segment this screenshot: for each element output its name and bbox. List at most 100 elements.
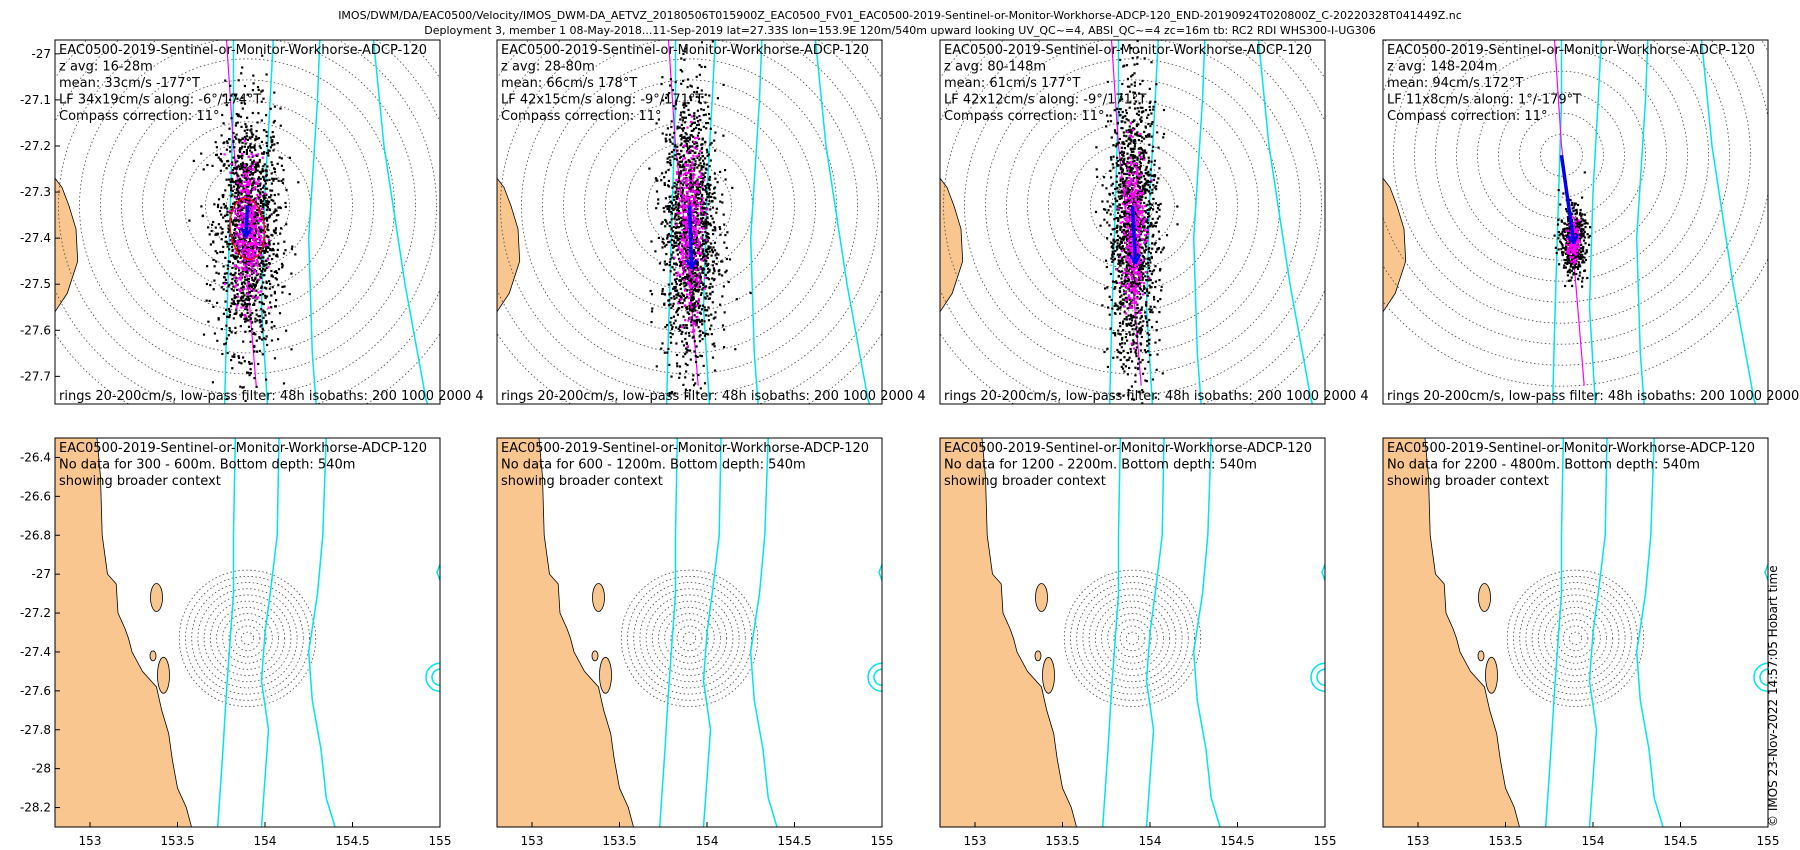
scatter-point	[248, 136, 251, 139]
scatter-point	[665, 96, 668, 99]
scatter-point	[240, 167, 243, 170]
scatter-point	[699, 354, 702, 357]
scatter-point	[705, 168, 708, 171]
scatter-point	[1141, 195, 1144, 198]
lowpass-point	[694, 228, 697, 231]
lowpass-point	[691, 213, 694, 216]
scatter-point	[234, 217, 237, 221]
scatter-point	[1112, 155, 1115, 158]
scatter-point	[231, 161, 234, 164]
scatter-point	[699, 162, 702, 165]
scatter-point	[700, 166, 703, 169]
scatter-point	[1110, 176, 1113, 179]
scatter-point	[1154, 265, 1157, 268]
scatter-point	[270, 172, 273, 175]
scatter-point	[1121, 181, 1124, 184]
scatter-point	[672, 204, 675, 207]
scatter-point	[681, 277, 684, 280]
lowpass-point	[682, 207, 685, 210]
lowpass-point	[245, 244, 248, 247]
lowpass-point	[240, 225, 243, 228]
scatter-point	[238, 150, 242, 154]
scatter-point	[243, 299, 246, 302]
scatter-point	[1165, 234, 1169, 237]
scatter-point	[280, 179, 283, 182]
scatter-point	[701, 323, 704, 326]
scatter-point	[1113, 218, 1116, 221]
lowpass-point	[254, 263, 257, 267]
scatter-point	[230, 186, 233, 189]
scatter-point	[713, 196, 716, 199]
scatter-point	[684, 161, 687, 164]
scatter-point	[265, 114, 268, 117]
scatter-point	[222, 203, 225, 206]
scatter-point	[692, 129, 695, 132]
lowpass-point	[700, 252, 703, 255]
scatter-point	[674, 236, 677, 239]
scatter-point	[223, 343, 226, 346]
scatter-point	[1126, 351, 1130, 355]
lowpass-point	[254, 204, 257, 208]
scatter-point	[1136, 330, 1140, 333]
scatter-point	[231, 193, 234, 196]
scatter-point	[713, 187, 716, 190]
scatter-point	[694, 382, 697, 385]
scatter-point	[250, 286, 254, 289]
scatter-point	[707, 153, 710, 156]
scatter-point	[1123, 142, 1126, 146]
scatter-point	[1130, 291, 1133, 294]
scatter-point	[695, 319, 698, 322]
lowpass-point	[682, 262, 685, 265]
lowpass-point	[259, 220, 262, 223]
scatter-point	[1142, 95, 1145, 98]
scatter-point	[254, 139, 257, 142]
scatter-point	[222, 164, 225, 167]
scatter-point	[266, 225, 269, 228]
scatter-point	[1123, 237, 1126, 240]
scatter-point	[248, 173, 251, 177]
scatter-point	[213, 332, 216, 335]
scatter-point	[225, 308, 228, 311]
scatter-point	[673, 185, 676, 188]
lowpass-point	[258, 278, 261, 281]
lowpass-point	[697, 212, 700, 215]
lowpass-point	[686, 210, 689, 213]
scatter-point	[689, 95, 692, 98]
scatter-point	[670, 327, 674, 331]
scatter-point	[245, 177, 248, 180]
scatter-point	[687, 332, 691, 335]
scatter-point	[1128, 287, 1131, 290]
scatter-point	[262, 152, 265, 155]
scatter-point	[682, 324, 685, 327]
scatter-point	[1145, 245, 1148, 248]
scatter-point	[251, 264, 255, 267]
scatter-point	[705, 250, 708, 253]
lowpass-point	[254, 236, 257, 239]
scatter-point	[220, 238, 223, 241]
scatter-point	[249, 372, 252, 375]
scatter-point	[1118, 262, 1121, 265]
scatter-point	[713, 345, 716, 348]
scatter-point	[702, 177, 705, 180]
scatter-point	[240, 312, 243, 315]
lowpass-point	[260, 254, 263, 257]
lowpass-point	[257, 243, 260, 246]
scatter-point	[683, 50, 687, 53]
scatter-point	[1135, 311, 1139, 315]
scatter-point	[708, 185, 711, 188]
scatter-point	[690, 279, 693, 283]
lowpass-point	[697, 300, 700, 303]
scatter-point	[1116, 217, 1119, 220]
scatter-point	[719, 200, 722, 203]
scatter-point	[263, 163, 266, 166]
scatter-point	[1143, 182, 1146, 186]
range-ring	[121, 79, 374, 333]
scatter-point	[701, 182, 704, 185]
scatter-point	[259, 172, 262, 175]
scatter-point	[1113, 109, 1116, 112]
scatter-point	[1148, 258, 1151, 261]
scatter-point	[693, 304, 696, 307]
scatter-point	[272, 229, 275, 232]
lowpass-point	[259, 217, 262, 220]
scatter-point	[274, 277, 277, 280]
